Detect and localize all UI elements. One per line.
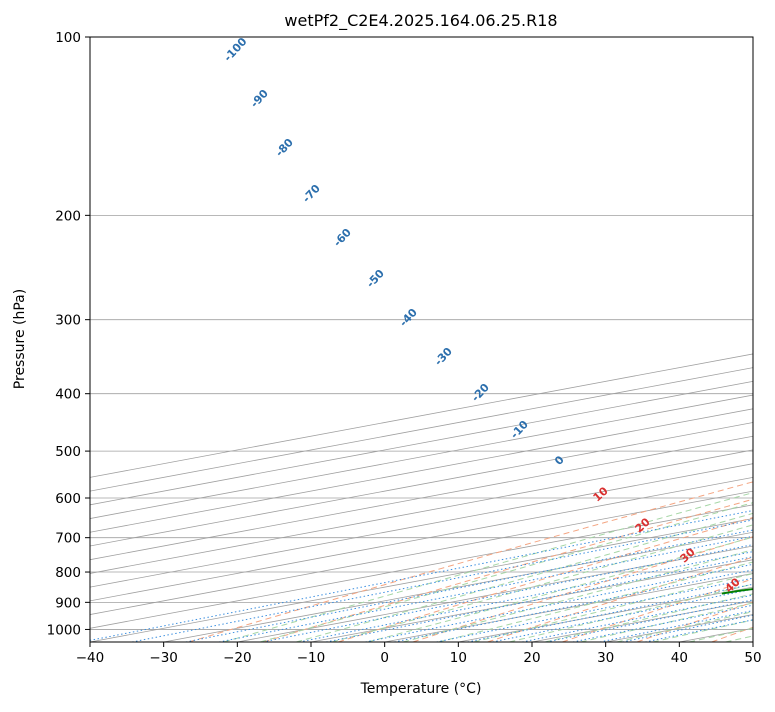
dry-adiabat-label: -20: [469, 381, 492, 405]
moist-adiabat-label: 10: [591, 484, 611, 504]
moist-adiabat-line: [725, 635, 753, 642]
x-tick-label: −40: [76, 650, 105, 666]
mixing-ratio-line: [365, 563, 753, 642]
dry-adiabat-label: -70: [300, 182, 323, 206]
axes: −40 −30 −20 −10 0 10 20 30 40 5010020030040050060…: [47, 30, 762, 666]
isotherm-line: [90, 490, 753, 615]
y-tick-label: 800: [55, 565, 81, 581]
moist-adiabat-line: [331, 524, 753, 642]
dry-adiabat-line: [562, 578, 753, 642]
isotherm-line: [90, 394, 753, 519]
isotherm-line: [90, 449, 753, 574]
dry-adiabat-label: -60: [331, 226, 354, 250]
data-lines: [721, 588, 753, 595]
isotherm-line: [90, 380, 753, 506]
y-tick-label: 300: [55, 313, 81, 329]
dry-adiabat-label: -100: [221, 35, 250, 64]
dry-adiabat-label: -80: [273, 136, 296, 160]
moist-adiabat-line: [438, 561, 753, 642]
x-tick-label: −30: [149, 650, 178, 666]
dry-adiabat-line: [711, 626, 753, 642]
y-tick-label: 500: [55, 444, 81, 460]
isotherm-line: [752, 641, 753, 642]
y-tick-label: 1000: [47, 622, 81, 638]
isotherm-line: [90, 353, 753, 478]
dry-adiabat-label: -90: [248, 87, 271, 111]
moist-adiabat-line: [616, 611, 753, 642]
y-axis-title: Pressure (hPa): [12, 289, 28, 389]
moist-adiabat-line: [652, 619, 753, 642]
moist-adiabat-label: 20: [633, 515, 653, 535]
x-tick-label: 0: [380, 650, 389, 666]
dry-adiabat-line: [412, 536, 753, 642]
isotherm-line: [90, 463, 753, 588]
isotherm-line: [90, 518, 753, 642]
mixing-ratio-line: [492, 588, 753, 642]
isotherm-line: [163, 531, 753, 642]
x-tick-label: 40: [671, 650, 688, 666]
mixing-ratio-line: [218, 535, 753, 642]
isotherm-line: [90, 422, 753, 547]
background-lines: [90, 37, 753, 642]
mixing-ratio-line: [572, 604, 753, 642]
x-tick-label: 10: [450, 650, 467, 666]
isotherm-line: [531, 600, 753, 642]
mixing-ratio-line: [90, 509, 753, 641]
isotherm-line: [90, 504, 753, 629]
moist-adiabat-line: [473, 572, 753, 642]
mixing-ratio-line: [622, 614, 753, 642]
y-tick-label: 700: [55, 531, 81, 547]
isotherm-line: [90, 476, 753, 602]
moist-adiabat-line: [689, 627, 753, 642]
x-tick-label: 20: [523, 650, 540, 666]
dry-adiabat-label: -10: [508, 418, 531, 442]
isotherm-line: [237, 545, 753, 642]
dry-adiabat-label: -40: [397, 306, 420, 330]
mixing-ratio-line: [131, 519, 753, 642]
moist-adiabat-line: [367, 536, 753, 642]
chart-title: wetPf2_C2E4.2025.164.06.25.R18: [284, 11, 557, 31]
y-tick-label: 400: [55, 387, 81, 403]
isotherm-line: [90, 435, 753, 561]
dry-adiabat-line: [263, 498, 753, 642]
x-axis-title: Temperature (°C): [360, 681, 482, 697]
mixing-ratio-line: [436, 577, 753, 642]
moist-adiabat-line: [509, 583, 753, 642]
y-tick-label: 600: [55, 491, 81, 507]
x-tick-label: 30: [597, 650, 614, 666]
isotherm-line: [90, 367, 753, 492]
dewpoint-profile-line: [721, 588, 753, 595]
dry-adiabat-line: [487, 556, 753, 642]
dry-adiabat-label: 0: [552, 453, 567, 468]
y-tick-label: 900: [55, 595, 81, 611]
mixing-ratio-line: [599, 610, 753, 642]
x-tick-label: −10: [297, 650, 326, 666]
dry-adiabat-line: [636, 601, 753, 642]
y-tick-label: 200: [55, 208, 81, 224]
dry-adiabat-label: -50: [364, 267, 387, 291]
isotherm-line: [90, 408, 753, 533]
moist-adiabat-line: [260, 502, 753, 642]
dry-adiabat-label: -30: [432, 345, 455, 369]
x-tick-label: −20: [223, 650, 252, 666]
dry-adiabat-line: [338, 516, 753, 642]
mixing-ratio-line: [262, 544, 753, 642]
y-tick-label: 100: [55, 30, 81, 46]
plot-frame: [89, 36, 754, 643]
mixing-ratio-line: [185, 529, 753, 642]
moist-adiabat-line: [223, 492, 753, 642]
x-tick-label: 50: [744, 650, 761, 666]
mixing-ratio-line: [299, 551, 753, 642]
